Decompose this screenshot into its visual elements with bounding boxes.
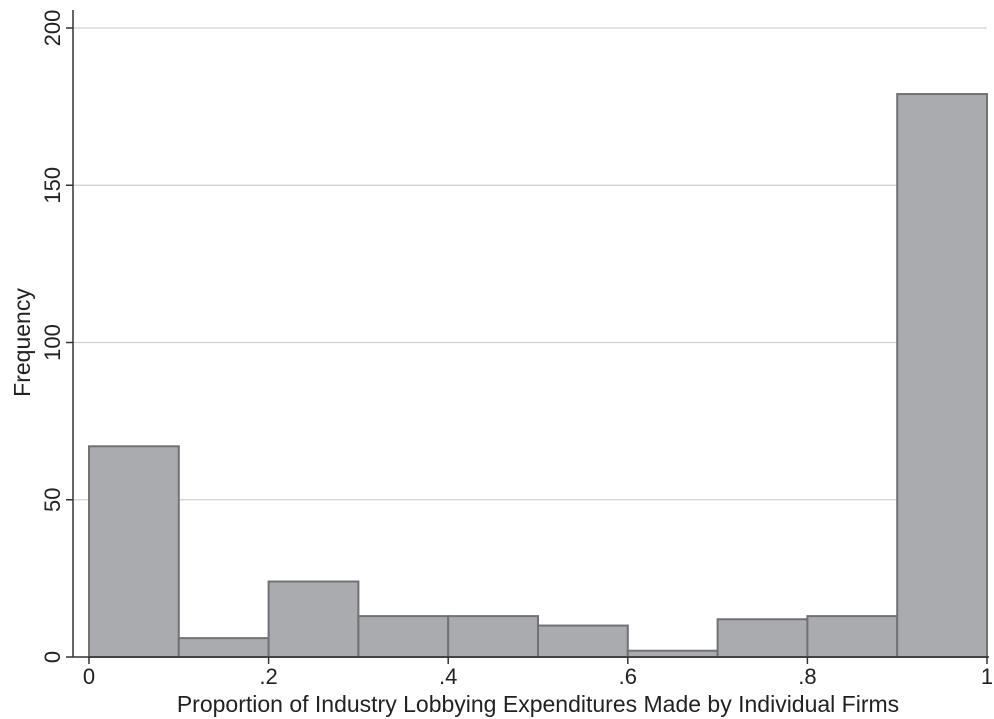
histogram-bar-0	[88, 445, 180, 658]
y-tick-label-4: 200	[40, 10, 65, 47]
x-tick-label-2: .4	[439, 664, 457, 689]
x-tick-label-5: 1	[981, 664, 993, 689]
x-tick-label-1: .2	[259, 664, 277, 689]
histogram-bar-1	[177, 637, 270, 659]
y-tick-label-1: 50	[40, 488, 65, 512]
y-axis-label: Frequency	[9, 288, 35, 397]
y-tick-label-0: 0	[40, 651, 65, 663]
histogram-bar-6	[626, 649, 719, 659]
tick-labels: 0 50 100 150 200 0 .2 .4 .6 .8 1	[40, 10, 993, 689]
x-tick-label-3: .6	[619, 664, 637, 689]
gridlines	[73, 27, 987, 501]
histogram-bar-5	[537, 624, 629, 658]
histogram-bar-2	[267, 580, 360, 659]
bars	[88, 93, 989, 659]
x-tick-label-0: 0	[83, 664, 95, 689]
histogram-bar-9	[896, 93, 989, 659]
histogram-bar-3	[357, 615, 450, 658]
y-tick-label-3: 150	[40, 167, 65, 204]
axes	[66, 10, 989, 664]
histogram-bar-7	[716, 618, 809, 659]
histogram-bar-8	[806, 615, 899, 658]
histogram-bar-4	[447, 615, 540, 658]
x-axis-label: Proportion of Industry Lobbying Expendit…	[177, 691, 899, 717]
y-tick-label-2: 100	[40, 324, 65, 361]
x-tick-label-4: .8	[798, 664, 816, 689]
